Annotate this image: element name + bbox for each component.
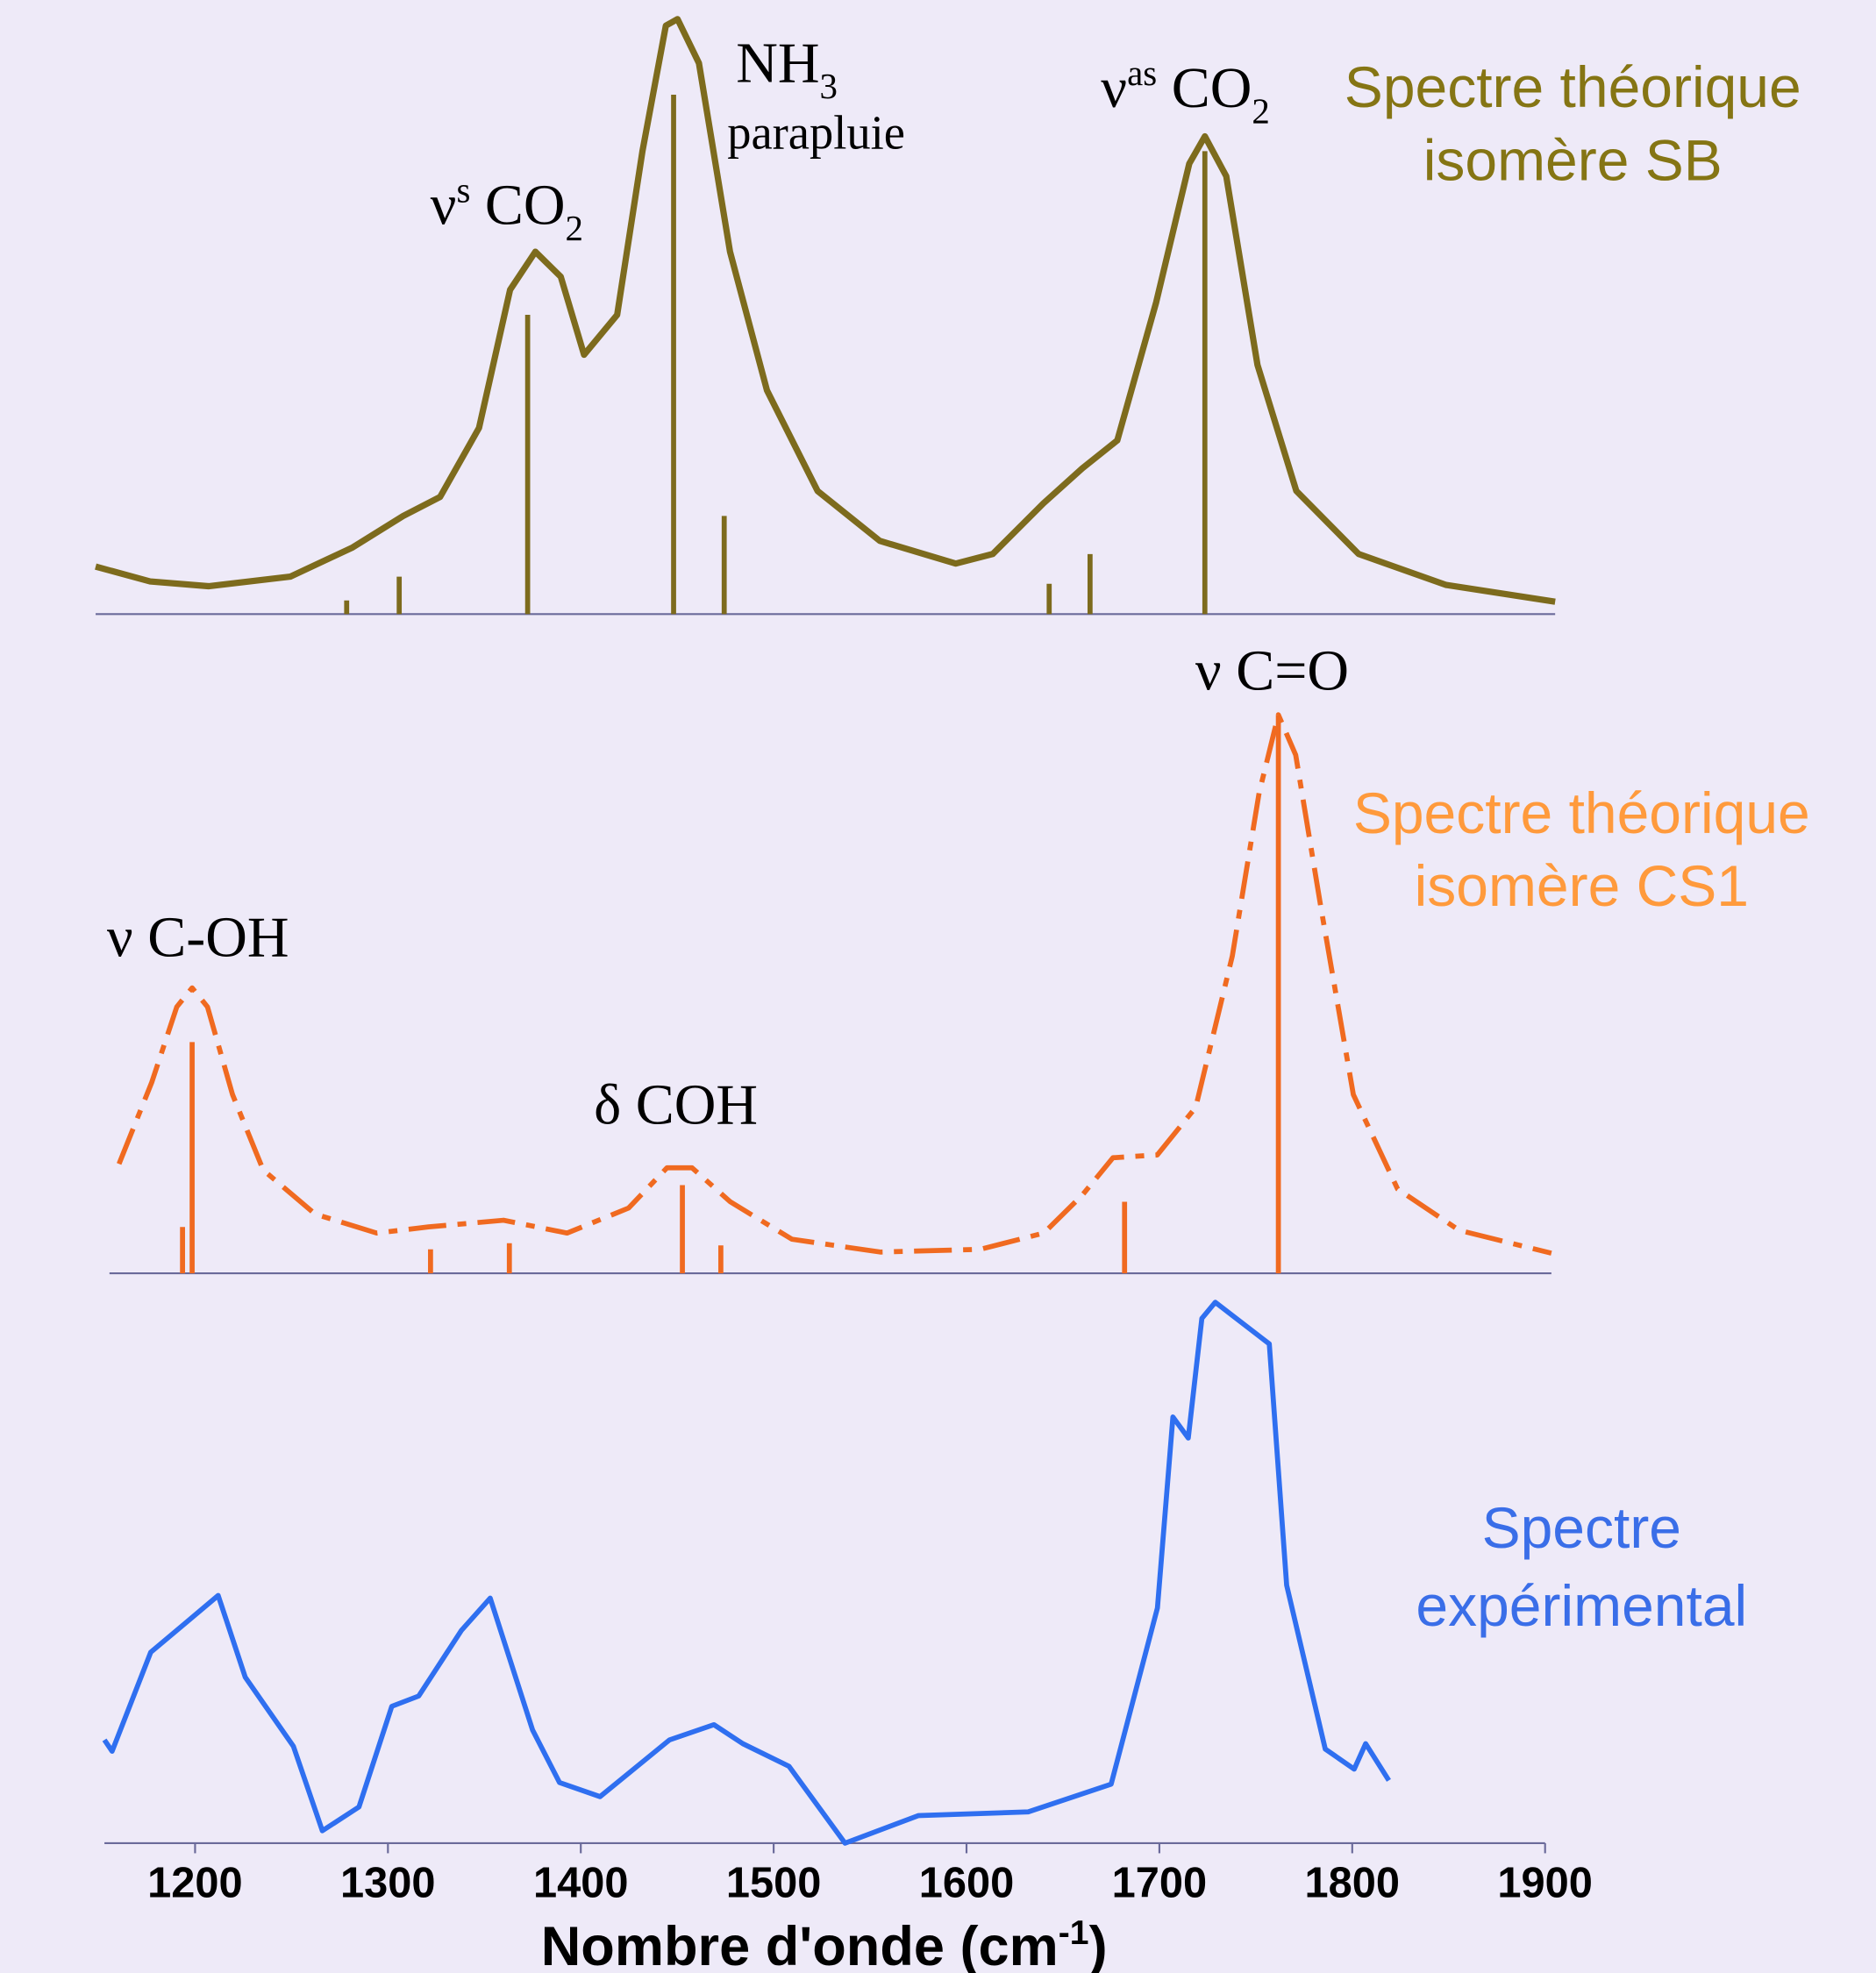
subscript: 2: [1252, 92, 1269, 132]
spectrum-line: [102, 1300, 1391, 1846]
text-part: ν C=O: [1195, 638, 1349, 702]
annotation: δ COH: [594, 1072, 758, 1136]
legend-label: isomère CS1: [1415, 853, 1749, 918]
text-part: ν: [1101, 56, 1127, 120]
x-tick-label: 1700: [1112, 1860, 1208, 1907]
text-part: Nombre d'onde (cm: [541, 1916, 1059, 1973]
x-tick-label: 1600: [919, 1860, 1015, 1907]
legend-label: Spectre théorique: [1353, 780, 1810, 845]
x-tick-label: 1800: [1305, 1860, 1401, 1907]
x-tick-label: 1300: [340, 1860, 436, 1907]
text-part: ): [1089, 1916, 1108, 1973]
subscript: 3: [820, 67, 838, 106]
text-part: parapluie: [727, 106, 905, 160]
superscript: -1: [1059, 1914, 1089, 1952]
superscript: s: [456, 171, 470, 210]
annotation: νs CO2: [431, 171, 583, 249]
x-axis-title: Nombre d'onde (cm-1): [541, 1914, 1108, 1973]
annotation: parapluie: [727, 106, 905, 160]
annotation: νas CO2: [1101, 53, 1270, 132]
legend-label: Spectre: [1482, 1495, 1681, 1560]
x-tick-label: 1400: [533, 1860, 629, 1907]
legend-label: isomère SB: [1423, 127, 1723, 192]
text-part: ν: [431, 174, 457, 238]
subscript: 2: [566, 209, 583, 248]
legend-label: Spectre théorique: [1345, 54, 1801, 119]
annotation: ν C-OH: [107, 906, 289, 970]
superscript: as: [1127, 53, 1157, 93]
spectrum-line: [95, 16, 1556, 605]
text-part: ν C-OH: [107, 906, 289, 970]
x-tick-label: 1900: [1497, 1860, 1593, 1907]
text-part: δ COH: [594, 1072, 758, 1136]
text-part: NH: [736, 32, 819, 96]
annotation: ν C=O: [1195, 638, 1349, 702]
annotation: NH3: [736, 32, 838, 106]
x-tick-label: 1500: [726, 1860, 822, 1907]
legend-label: expérimental: [1416, 1573, 1747, 1638]
text-part: CO: [1157, 56, 1252, 120]
x-tick-label: 1200: [147, 1860, 243, 1907]
spectrum-line: [117, 712, 1552, 1256]
text-part: CO: [470, 174, 565, 238]
